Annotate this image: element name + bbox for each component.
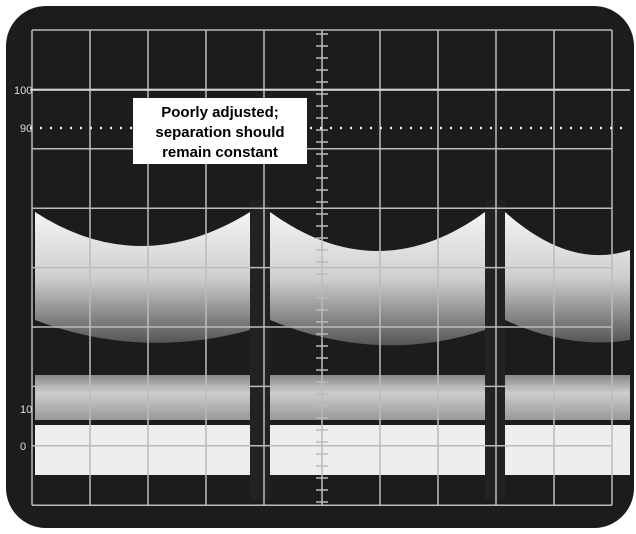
annotation-line: separation should <box>155 124 284 141</box>
annotation-box <box>133 98 307 164</box>
annotation-line: Poorly adjusted; <box>161 104 279 121</box>
graticule-label: 100 <box>14 85 32 97</box>
graticule-label: 0 <box>20 441 26 453</box>
graticule-label: 90 <box>20 123 32 135</box>
graticule <box>31 29 613 506</box>
graticule-label: 10 <box>20 404 32 416</box>
waveforms <box>35 200 630 500</box>
annotation-line: remain constant <box>162 144 278 161</box>
